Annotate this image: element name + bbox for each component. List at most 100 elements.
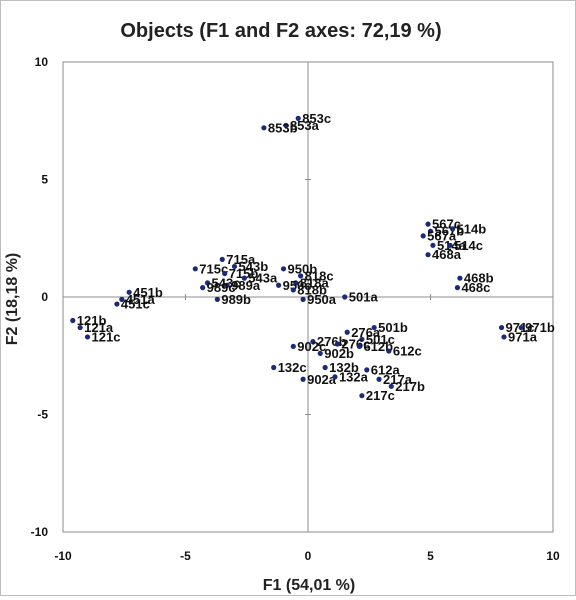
data-point [224, 282, 230, 288]
data-label: 514c [454, 238, 483, 253]
data-point [359, 336, 365, 342]
data-point [334, 341, 340, 347]
data-point [427, 228, 434, 234]
data-point [126, 289, 132, 295]
data-point [371, 324, 377, 331]
data-point [70, 317, 76, 324]
data-label: 818a [300, 275, 330, 290]
data-label: 612c [393, 344, 422, 359]
data-point [344, 329, 350, 335]
data-point [283, 122, 289, 129]
data-point [518, 324, 524, 331]
data-label: 514b [457, 221, 487, 236]
data-label: 543a [248, 271, 278, 286]
data-label: 567a [427, 228, 457, 243]
data-label: 950c [283, 278, 312, 293]
data-point [501, 334, 507, 340]
data-point [364, 367, 370, 373]
data-point [261, 125, 267, 131]
y-tick-label: -5 [37, 408, 48, 422]
data-point [214, 296, 220, 302]
data-point [356, 343, 363, 349]
data-point [231, 263, 238, 270]
data-label: 468c [461, 280, 490, 295]
data-point [300, 296, 306, 302]
data-label: 121a [84, 320, 114, 335]
data-point [342, 294, 348, 300]
data-label: 989a [231, 278, 261, 293]
data-point [84, 334, 91, 340]
data-point [447, 242, 453, 248]
data-label: 543b [239, 259, 269, 274]
data-point [449, 226, 456, 232]
y-axis-label: F2 (18,18 %) [4, 253, 21, 345]
y-tick-label: 5 [41, 173, 48, 187]
data-label: 612b [363, 339, 393, 354]
data-point [293, 280, 299, 286]
data-point [280, 266, 287, 272]
data-label: 971b [525, 320, 555, 335]
data-label: 132c [278, 360, 307, 375]
data-point [276, 282, 282, 288]
y-tick-label: -10 [31, 525, 49, 539]
data-label: 715a [226, 252, 256, 267]
data-label: 853c [302, 111, 331, 126]
data-point [332, 374, 338, 380]
data-point [420, 233, 426, 239]
data-point [425, 221, 431, 227]
data-label: 715c [199, 261, 228, 276]
chart-title: Objects (F1 and F2 axes: 72,19 %) [120, 20, 441, 42]
x-tick-label: 0 [305, 549, 312, 563]
data-point [192, 266, 198, 272]
data-label: 853a [290, 118, 320, 133]
data-point [322, 364, 328, 371]
x-tick-label: -10 [54, 549, 72, 563]
data-point [271, 364, 277, 371]
data-point [114, 301, 120, 307]
x-tick-label: 10 [546, 549, 560, 563]
data-point [359, 393, 365, 399]
data-label: 121b [77, 313, 107, 328]
data-points: 853c853a853b567c567b514b567a514a514c468a… [70, 111, 555, 403]
data-label: 217a [383, 372, 413, 387]
data-label: 217b [395, 379, 425, 394]
data-label: 451c [121, 297, 150, 312]
x-axis-label: F1 (54,01 %) [263, 577, 355, 594]
data-label: 468a [432, 247, 462, 262]
data-point [290, 343, 296, 349]
y-tick-label: 0 [41, 290, 48, 304]
data-point [300, 376, 306, 382]
data-point [77, 324, 83, 331]
data-label: 902b [324, 346, 354, 361]
data-label: 217c [366, 388, 395, 403]
data-label: 853b [268, 120, 298, 135]
data-label: 818b [297, 282, 327, 297]
data-label: 468b [464, 271, 494, 286]
data-point [204, 280, 211, 286]
data-label: 902a [307, 372, 337, 387]
data-point [457, 275, 463, 281]
data-point [222, 270, 228, 277]
data-label: 543c [212, 275, 241, 290]
data-label: 902c [297, 339, 326, 354]
data-point [430, 242, 436, 248]
data-label: 121c [92, 329, 121, 344]
data-point [200, 285, 206, 291]
data-point [241, 275, 247, 281]
data-point [388, 383, 394, 389]
data-point [376, 376, 382, 382]
data-point [298, 273, 304, 279]
x-tick-label: -5 [180, 549, 191, 563]
data-point [290, 287, 296, 293]
data-label: 989b [221, 292, 251, 307]
data-label: 971a [508, 329, 538, 344]
data-point [498, 324, 505, 331]
data-label: 950a [307, 292, 337, 307]
data-point [295, 115, 301, 121]
data-label: 950b [288, 261, 318, 276]
data-point [219, 256, 225, 262]
data-label: 715b [229, 266, 259, 281]
data-label: 501a [349, 290, 379, 305]
data-point [119, 296, 125, 302]
